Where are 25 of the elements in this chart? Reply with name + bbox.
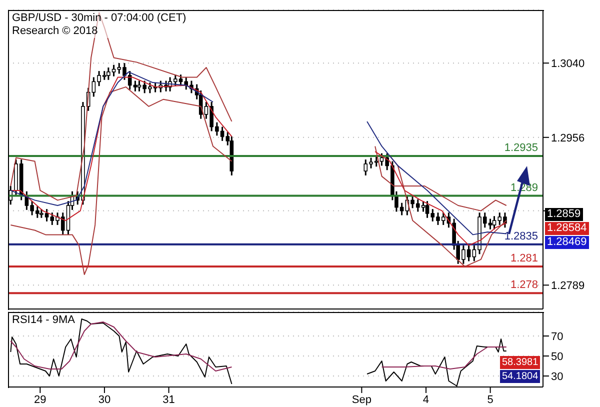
annotation: 58.3981 <box>500 356 540 369</box>
x-tick-label: 5 <box>487 394 494 406</box>
annotation: 54.1804 <box>500 370 540 383</box>
x-tick-label: 30 <box>98 394 111 406</box>
text: 1.2859 <box>545 208 583 221</box>
ref-line-label: 1.2835 <box>504 230 538 242</box>
text: Research © 2018 <box>12 25 99 38</box>
x-tick-label: 29 <box>34 394 46 406</box>
y-tick-label: 50 <box>551 350 564 363</box>
chart-title: RSI14 - 9MA <box>12 314 75 327</box>
y-tick-label: 70 <box>551 330 564 343</box>
ref-line-label: 1.2935 <box>504 142 538 154</box>
candlestick <box>133 80 138 92</box>
y-tick-label: 1.2956 <box>551 132 585 144</box>
text: 1.28469 <box>545 236 589 249</box>
ref-line-label: 1.281 <box>510 252 538 265</box>
x-tick-label: 31 <box>162 394 175 406</box>
y-tick-label: 1.2789 <box>551 280 585 292</box>
y-tick-label: 30 <box>551 370 564 383</box>
x-tick-label: Sep <box>352 394 372 406</box>
text: 1.28584 <box>545 222 589 235</box>
x-tick-label: 4 <box>422 394 430 406</box>
y-tick-label: 1.3040 <box>551 58 585 70</box>
ref-line-label: 1.278 <box>510 279 538 292</box>
chart-title: GBP/USD - 30min - 07:04:00 (CET) <box>12 12 186 25</box>
